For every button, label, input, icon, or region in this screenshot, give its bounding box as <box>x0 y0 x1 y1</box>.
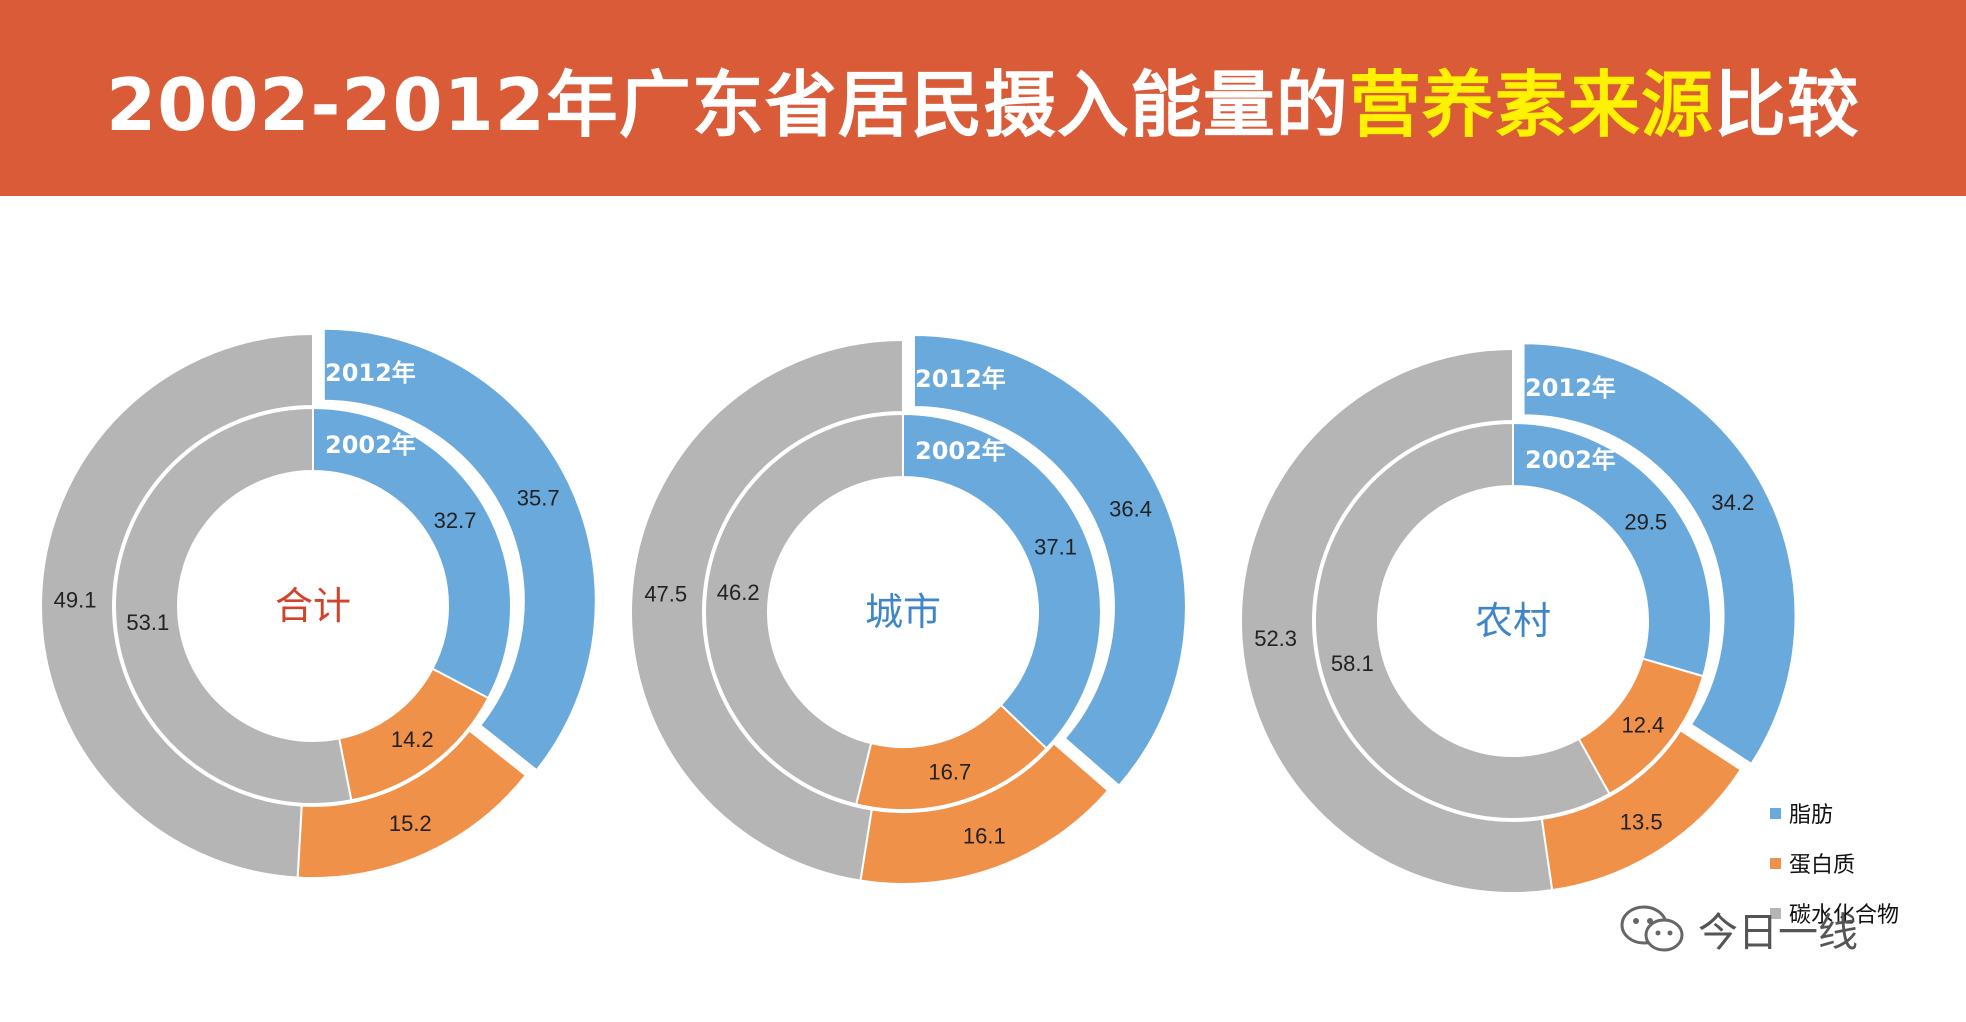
inner-ring-year: 2002年 <box>325 431 416 459</box>
inner-slice-fat <box>312 406 512 700</box>
inner-slice-carb <box>114 406 353 805</box>
legend-swatch-protein <box>1770 857 1781 869</box>
outer-label-carb: 47.5 <box>644 581 687 606</box>
outer-label-protein: 16.1 <box>963 824 1006 849</box>
inner-label-fat: 32.7 <box>434 508 477 533</box>
inner-label-carb: 53.1 <box>126 610 169 635</box>
legend-label: 碳水化合物 <box>1789 903 1900 928</box>
header-banner: 2002-2012年广东省居民摄入能量的营养素来源比较 <box>0 0 1966 196</box>
legend: 脂肪 蛋白质 碳水化合物 <box>1770 788 1899 938</box>
outer-label-fat: 35.7 <box>517 485 560 510</box>
outer-label-protein: 13.5 <box>1620 810 1663 835</box>
inner-label-carb: 46.2 <box>717 580 760 605</box>
outer-slice-carb <box>630 338 904 882</box>
inner-label-fat: 37.1 <box>1034 535 1077 560</box>
inner-ring-year: 2002年 <box>915 437 1006 465</box>
legend-swatch-fat <box>1770 807 1781 819</box>
inner-label-fat: 29.5 <box>1624 509 1667 534</box>
inner-label-protein: 16.7 <box>928 759 971 784</box>
outer-label-protein: 15.2 <box>389 811 432 836</box>
inner-label-protein: 14.2 <box>391 727 434 752</box>
legend-label: 蛋白质 <box>1789 853 1856 878</box>
legend-label: 脂肪 <box>1789 803 1834 828</box>
page-title: 2002-2012年广东省居民摄入能量的营养素来源比较 <box>106 46 1860 151</box>
center-label: 合计 <box>275 584 351 628</box>
inner-label-protein: 12.4 <box>1621 712 1664 737</box>
outer-ring-year: 2012年 <box>1525 374 1616 402</box>
outer-label-carb: 49.1 <box>54 587 97 612</box>
inner-label-carb: 58.1 <box>1331 651 1374 676</box>
inner-slice-carb <box>704 412 904 806</box>
legend-item-carb: 碳水化合物 <box>1770 888 1899 938</box>
title-main: 2002-2012年广东省居民摄入能量的 <box>106 62 1349 147</box>
watermark: 今日一线 <box>1618 900 1858 958</box>
outer-ring-year: 2012年 <box>915 365 1006 393</box>
inner-slice-fat <box>1512 421 1712 678</box>
wechat-icon <box>1620 905 1684 952</box>
outer-label-fat: 34.2 <box>1711 490 1754 515</box>
center-label: 城市 <box>865 590 941 634</box>
outer-slice-fat <box>1522 342 1797 766</box>
legend-item-protein: 蛋白质 <box>1770 838 1899 888</box>
outer-slice-carb <box>1240 347 1554 894</box>
inner-slice-carb <box>1314 421 1611 820</box>
outer-slice-carb <box>40 332 314 879</box>
outer-slice-fat <box>322 327 597 772</box>
title-end: 比较 <box>1713 62 1860 147</box>
outer-ring-year: 2012年 <box>325 359 416 387</box>
legend-swatch-carb <box>1770 907 1781 919</box>
title-highlight: 营养素来源 <box>1348 62 1714 147</box>
outer-label-carb: 52.3 <box>1254 626 1297 651</box>
watermark-text: 今日一线 <box>1698 910 1858 956</box>
inner-slice-fat <box>902 412 1102 750</box>
outer-slice-fat <box>912 334 1187 788</box>
inner-ring-year: 2002年 <box>1525 446 1616 474</box>
legend-item-fat: 脂肪 <box>1770 788 1899 838</box>
outer-label-fat: 36.4 <box>1109 496 1152 521</box>
center-label: 农村 <box>1475 599 1551 643</box>
